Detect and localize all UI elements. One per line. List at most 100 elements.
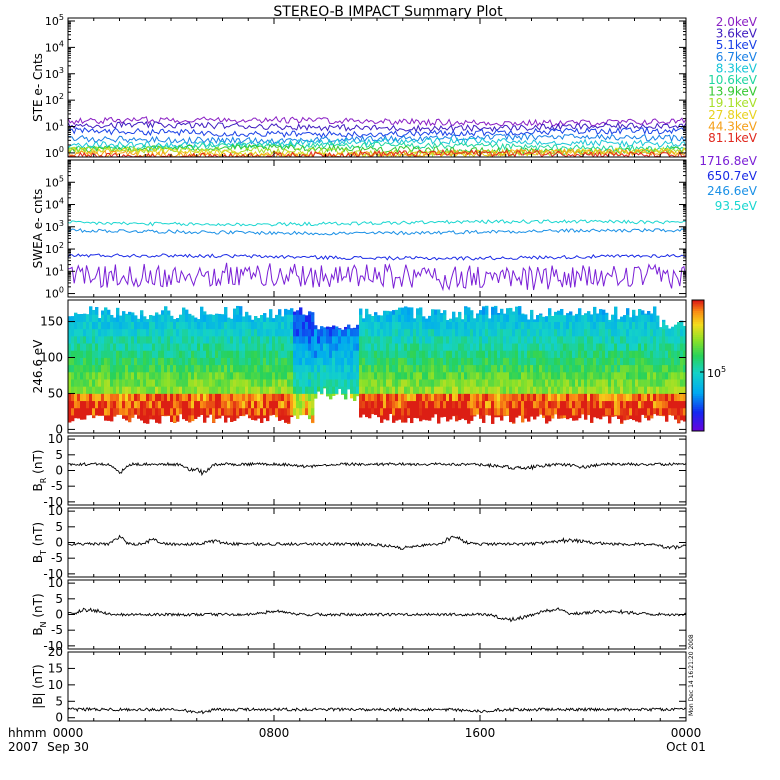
heatmap-cell: [212, 415, 216, 423]
heatmap-cell: [167, 386, 171, 394]
heatmap-cell: [80, 350, 84, 358]
heatmap-cell: [563, 371, 567, 380]
heatmap-cell: [437, 407, 441, 416]
heatmap-cell: [113, 335, 117, 344]
heatmap-cell: [551, 364, 555, 373]
heatmap-cell: [305, 350, 309, 358]
heatmap-cell: [656, 407, 660, 416]
heatmap-cell: [89, 343, 93, 351]
heatmap-cell: [302, 328, 306, 337]
heatmap-cell: [107, 386, 111, 394]
heatmap-cell: [263, 364, 267, 373]
heatmap-cell: [89, 386, 93, 394]
heatmap-cell: [599, 343, 603, 351]
heatmap-cell: [509, 364, 513, 373]
heatmap-cell: [599, 400, 603, 409]
heatmap-cell: [416, 314, 420, 322]
heatmap-cell: [326, 386, 330, 394]
heatmap-cell: [242, 371, 246, 380]
heatmap-cell: [227, 371, 231, 380]
heatmap-cell: [638, 350, 642, 358]
heatmap-cell: [131, 371, 135, 380]
heatmap-cell: [458, 350, 462, 358]
heatmap-cell: [311, 321, 315, 330]
heatmap-cell: [290, 343, 294, 351]
heatmap-cell: [335, 350, 339, 358]
heatmap-cell: [563, 315, 567, 322]
heatmap-cell: [368, 350, 372, 358]
heatmap-cell: [665, 364, 669, 373]
heatmap-cell: [335, 357, 339, 366]
heatmap-cell: [245, 393, 249, 402]
heatmap-cell: [71, 379, 75, 387]
heatmap-cell: [233, 335, 237, 344]
heatmap-cell: [353, 393, 357, 401]
heatmap-cell: [272, 357, 276, 366]
heatmap-cell: [131, 312, 135, 315]
heatmap-cell: [575, 379, 579, 387]
heatmap-cell: [80, 314, 84, 315]
heatmap-cell: [227, 343, 231, 351]
heatmap-cell: [452, 321, 456, 330]
heatmap-cell: [101, 400, 105, 409]
heatmap-cell: [680, 415, 684, 421]
heatmap-cell: [587, 335, 591, 344]
heatmap-cell: [536, 357, 540, 366]
heatmap-cell: [110, 335, 114, 344]
heatmap-cell: [116, 357, 120, 366]
heatmap-cell: [380, 379, 384, 387]
heatmap-cell: [611, 371, 615, 380]
heatmap-cell: [677, 400, 681, 409]
heatmap-cell: [680, 328, 684, 337]
heatmap-cell: [125, 321, 129, 330]
y-tick-label: -10: [43, 495, 63, 509]
heatmap-cell: [632, 357, 636, 366]
heatmap-cell: [554, 321, 558, 330]
heatmap-cell: [491, 400, 495, 409]
heatmap-cell: [560, 343, 564, 351]
heatmap-cell: [464, 357, 468, 366]
heatmap-cell: [209, 335, 213, 344]
heatmap-cell: [473, 386, 477, 394]
heatmap-cell: [458, 335, 462, 344]
heatmap-cell: [419, 343, 423, 351]
heatmap-cell: [572, 315, 576, 322]
heatmap-cell: [191, 407, 195, 416]
heatmap-cell: [428, 357, 432, 366]
heatmap-cell: [458, 393, 462, 402]
heatmap-cell: [638, 321, 642, 330]
heatmap-cell: [464, 371, 468, 380]
y-tick-label: 100: [40, 351, 63, 365]
heatmap-cell: [167, 400, 171, 409]
heatmap-cell: [518, 371, 522, 380]
heatmap-cell: [269, 343, 273, 351]
heatmap-cell: [350, 393, 354, 399]
heatmap-cell: [467, 422, 471, 424]
heatmap-cell: [272, 318, 276, 322]
heatmap-cell: [596, 321, 600, 330]
colorbar-tick-exponent: 5: [721, 365, 726, 374]
heatmap-cell: [239, 335, 243, 344]
heatmap-cell: [503, 400, 507, 409]
heatmap-cell: [485, 386, 489, 394]
heatmap-cell: [386, 371, 390, 380]
y-tick-label: 105: [45, 13, 64, 28]
heatmap-cell: [617, 371, 621, 380]
heatmap-cell: [644, 335, 648, 344]
heatmap-cell: [398, 335, 402, 344]
heatmap-cell: [365, 415, 369, 418]
heatmap-cell: [332, 379, 336, 387]
heatmap-cell: [569, 371, 573, 380]
heatmap-cell: [641, 386, 645, 394]
heatmap-cell: [167, 328, 171, 337]
heatmap-cell: [572, 386, 576, 394]
heatmap-cell: [506, 386, 510, 394]
heatmap-cell: [407, 321, 411, 330]
heatmap-cell: [602, 364, 606, 373]
heatmap-cell: [206, 350, 210, 358]
heatmap-cell: [68, 371, 72, 380]
heatmap-cell: [596, 313, 600, 315]
heatmap-cell: [419, 364, 423, 373]
heatmap-cell: [548, 364, 552, 373]
heatmap-cell: [560, 350, 564, 358]
